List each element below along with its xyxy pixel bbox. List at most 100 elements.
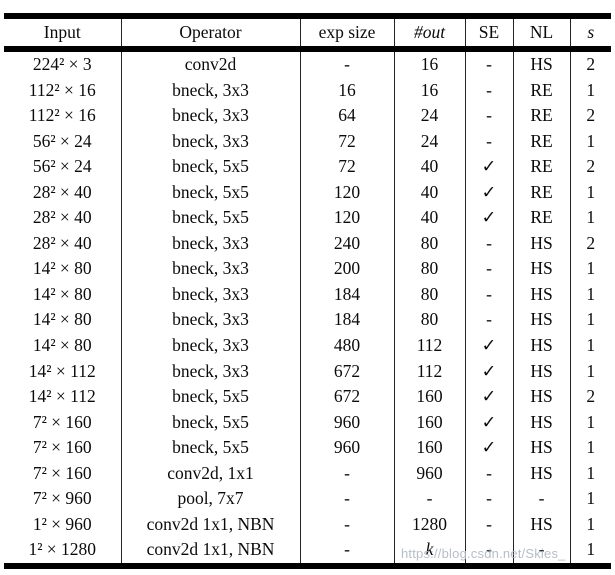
input-cell: 224² × 3 xyxy=(4,49,122,78)
out-cell: 16 xyxy=(394,77,466,104)
table-row: 7² × 960 pool, 7x7- - - -1 xyxy=(4,486,611,512)
table-row: 14² × 80 bneck, 3x3 184 80- HS 1 xyxy=(4,307,611,334)
exp-size-cell: 480 xyxy=(300,333,395,359)
input-cell: 14² × 112 xyxy=(4,384,122,410)
table-row: 28² × 40 bneck, 3x3 240 80- HS 2 xyxy=(4,230,611,257)
operator-cell: bneck, 5x5 xyxy=(121,205,301,231)
nl-cell: HS xyxy=(513,511,571,538)
stride-cell: 1 xyxy=(586,539,596,560)
out-cell: 24 xyxy=(394,128,466,155)
nl-cell: HS xyxy=(513,435,571,461)
input-cell: 112² × 16 xyxy=(4,103,122,129)
se-cell: - xyxy=(465,77,514,104)
table-row: 56² × 24 bneck, 3x3 72 24- RE 1 xyxy=(4,128,611,155)
operator-cell: bneck, 3x3 xyxy=(121,256,301,282)
table-row: 112² × 16 bneck, 3x3 16 16- RE 1 xyxy=(4,77,611,104)
table-row: 28² × 40 bneck, 5x5 120 40 ✓ RE 1 xyxy=(4,179,611,206)
nl-cell: HS xyxy=(513,256,571,282)
operator-cell: bneck, 3x3 xyxy=(121,333,301,359)
se-cell: ✓ xyxy=(465,435,514,461)
exp-size-cell: 672 xyxy=(300,358,395,385)
input-cell: 7² × 160 xyxy=(4,435,122,461)
input-cell: 28² × 40 xyxy=(4,230,122,257)
table-row: 112² × 16 bneck, 3x3 64 24- RE 2 xyxy=(4,103,611,129)
nl-cell: HS xyxy=(513,333,571,359)
operator-cell: conv2d, 1x1 xyxy=(121,460,301,487)
se-cell: - xyxy=(465,511,514,538)
exp-size-cell: 64 xyxy=(300,103,395,129)
nl-cell: RE xyxy=(513,154,571,180)
out-cell: 160 xyxy=(394,409,466,436)
header-row: Input Operator exp size #out SE NL s xyxy=(4,16,611,52)
exp-size-cell: 184 xyxy=(300,281,395,308)
operator-cell: conv2d 1x1, NBN xyxy=(121,511,301,538)
operator-cell: bneck, 3x3 xyxy=(121,358,301,385)
table-row: 224² × 3 conv2d -16- HS 2 xyxy=(4,49,611,78)
se-cell: - xyxy=(465,256,514,282)
out-cell: 80 xyxy=(394,256,466,282)
nl-cell: HS xyxy=(513,358,571,385)
se-cell: ✓ xyxy=(465,333,514,359)
input-cell: 28² × 40 xyxy=(4,179,122,206)
out-cell: - xyxy=(394,486,466,512)
nl-cell: RE xyxy=(513,205,571,231)
operator-cell: pool, 7x7 xyxy=(121,486,301,512)
out-cell: 960 xyxy=(394,460,466,487)
input-cell: 14² × 80 xyxy=(4,281,122,308)
operator-cell: conv2d xyxy=(121,49,301,78)
input-cell: 56² × 24 xyxy=(4,154,122,180)
input-cell: 7² × 960 xyxy=(4,486,122,512)
exp-size-cell: 16 xyxy=(300,77,395,104)
out-cell: 24 xyxy=(394,103,466,129)
input-cell: 14² × 112 xyxy=(4,358,122,385)
table-body: 224² × 3 conv2d -16- HS 2 112² × 16 bneck, 3x3… xyxy=(4,49,611,566)
nl-cell: RE xyxy=(513,77,571,104)
out-cell: 80 xyxy=(394,281,466,308)
nl-cell: HS xyxy=(513,307,571,334)
stride-cell: 2 xyxy=(586,156,596,177)
out-cell: k xyxy=(394,537,466,566)
exp-size-cell: 120 xyxy=(300,205,395,231)
stride-cell: 1 xyxy=(586,335,596,356)
out-cell: 1280 xyxy=(394,511,466,538)
operator-cell: bneck, 5x5 xyxy=(121,154,301,180)
operator-cell: bneck, 3x3 xyxy=(121,307,301,334)
table-row: 1² × 960 conv2d 1x1, NBN -1280- HS 1 xyxy=(4,511,611,538)
se-cell: ✓ xyxy=(465,409,514,436)
exp-size-cell: - xyxy=(300,49,395,78)
input-cell: 56² × 24 xyxy=(4,128,122,155)
out-cell: 112 xyxy=(394,358,466,385)
exp-size-cell: - xyxy=(300,511,395,538)
operator-cell: conv2d 1x1, NBN xyxy=(121,537,301,566)
nl-cell: RE xyxy=(513,179,571,206)
exp-size-cell: 240 xyxy=(300,230,395,257)
operator-cell: bneck, 3x3 xyxy=(121,230,301,257)
nl-cell: RE xyxy=(513,128,571,155)
nl-cell: HS xyxy=(513,384,571,410)
se-cell: - xyxy=(465,307,514,334)
se-cell: ✓ xyxy=(465,358,514,385)
se-cell: ✓ xyxy=(465,205,514,231)
out-cell: 112 xyxy=(394,333,466,359)
column-header-exp-size: exp size xyxy=(300,16,395,52)
exp-size-cell: - xyxy=(300,460,395,487)
table-row: 1² × 1280 conv2d 1x1, NBN - k - -1 xyxy=(4,537,611,566)
stride-cell: 1 xyxy=(586,283,596,304)
stride-cell: 1 xyxy=(586,79,596,100)
column-header-stride: s xyxy=(570,16,611,52)
stride-cell: 2 xyxy=(586,232,596,253)
se-cell: - xyxy=(465,486,514,512)
se-cell: - xyxy=(465,230,514,257)
se-cell: - xyxy=(465,281,514,308)
input-cell: 1² × 1280 xyxy=(4,537,122,566)
stride-cell: 1 xyxy=(586,309,596,330)
se-cell: - xyxy=(465,537,514,566)
input-cell: 14² × 80 xyxy=(4,307,122,334)
column-header-input: Input xyxy=(4,16,122,52)
nl-cell: HS xyxy=(513,49,571,78)
operator-cell: bneck, 5x5 xyxy=(121,384,301,410)
input-cell: 28² × 40 xyxy=(4,205,122,231)
table-row: 14² × 80 bneck, 3x3 184 80- HS 1 xyxy=(4,281,611,308)
se-cell: - xyxy=(465,49,514,78)
